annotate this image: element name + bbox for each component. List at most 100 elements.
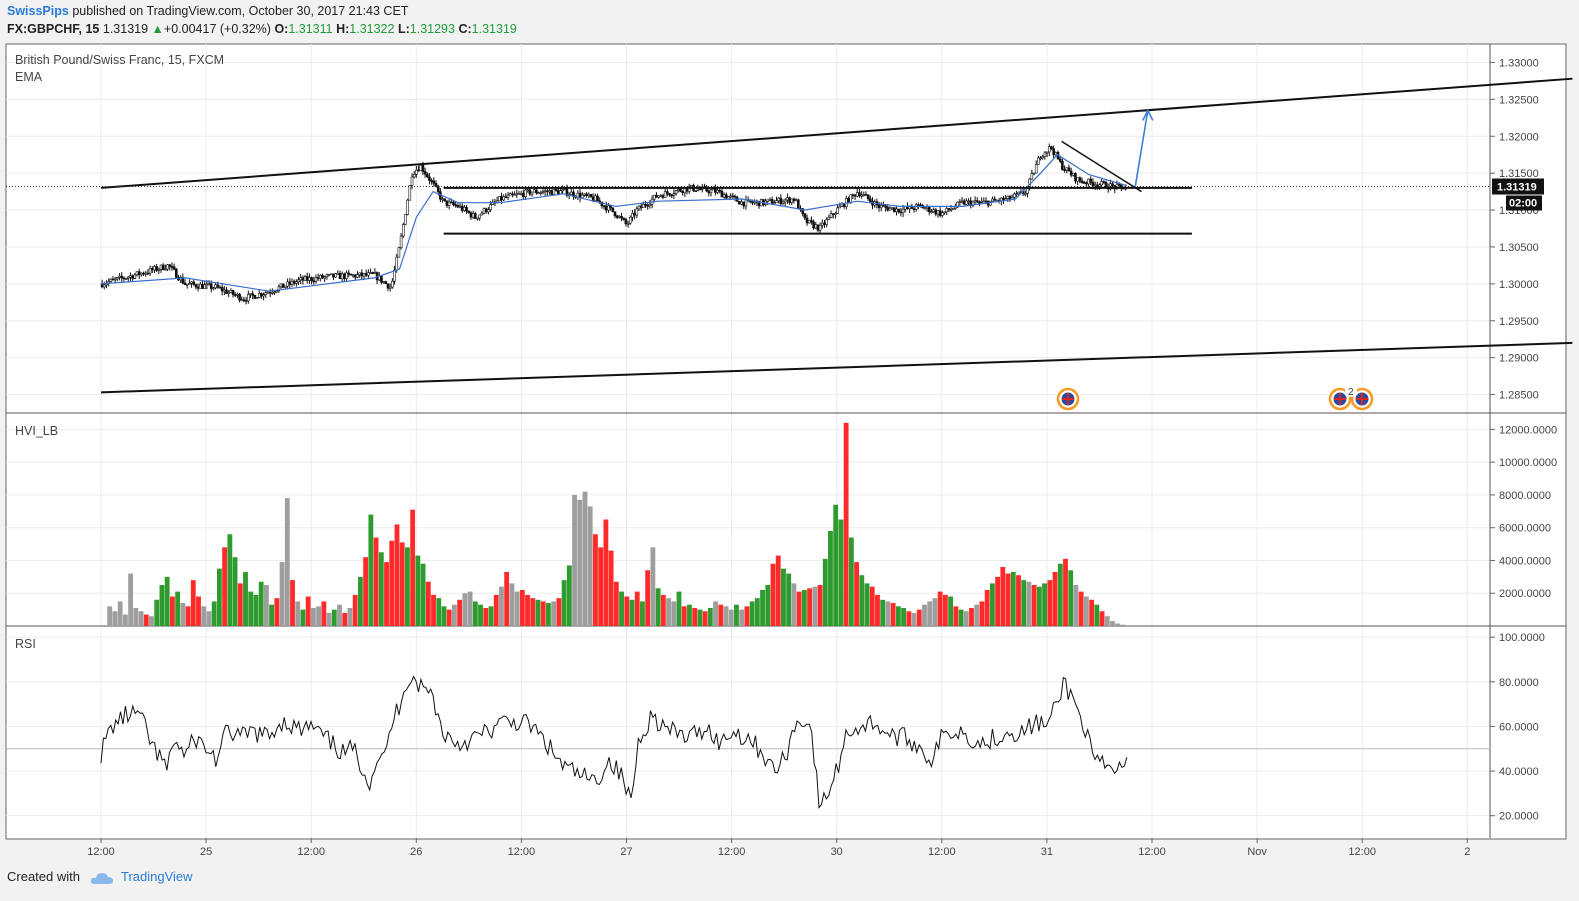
candle-body — [1039, 157, 1042, 160]
uk-event-flag-icon[interactable] — [1328, 387, 1352, 411]
volume-bar — [953, 606, 959, 626]
candle-body — [257, 293, 261, 298]
volume-bar — [1094, 604, 1100, 626]
candle-body — [818, 225, 822, 231]
breakout-arrow[interactable] — [1134, 110, 1149, 188]
volume-bar — [796, 591, 802, 626]
candle-body — [144, 272, 148, 275]
hvi-y-tick-label: 10000.0000 — [1499, 457, 1557, 469]
volume-bar — [295, 601, 301, 626]
volume-bar — [890, 603, 896, 626]
arrow-head-icon — [1142, 108, 1154, 121]
candle-body — [1087, 178, 1090, 185]
candle-body — [1102, 181, 1106, 183]
candle-body — [829, 213, 833, 218]
volume-bar — [378, 552, 384, 626]
volume-bar — [117, 601, 123, 626]
candle-body — [312, 280, 316, 283]
up-arrow-icon: ▲ — [151, 22, 164, 36]
symbol-label[interactable]: FX:GBPCHF, 15 — [7, 22, 100, 36]
candle-body — [209, 283, 213, 289]
volume-bar — [472, 601, 478, 626]
author-link[interactable]: SwissPips — [7, 4, 69, 18]
candle-body — [543, 190, 547, 193]
rsi-line[interactable] — [100, 675, 1128, 809]
candle-body — [556, 190, 560, 195]
candle-body — [480, 212, 484, 216]
candle-body — [1032, 172, 1036, 175]
candle-body — [367, 272, 370, 276]
wedge-line[interactable] — [1061, 140, 1142, 193]
rsi-pane-title[interactable]: RSI — [15, 637, 36, 651]
volume-bar — [269, 604, 275, 626]
candle-body — [821, 222, 824, 226]
volume-bar — [232, 557, 238, 626]
uk-event-flag-icon[interactable] — [1350, 387, 1374, 411]
price-pane[interactable]: 2 — [6, 77, 1573, 411]
candle-body — [116, 277, 119, 280]
volume-bar — [587, 506, 593, 626]
candle-body — [973, 200, 977, 203]
hvi-pane-title[interactable]: HVI_LB — [15, 424, 58, 438]
candle-body — [380, 275, 383, 283]
candle-body — [932, 209, 935, 212]
volume-bar — [530, 598, 536, 626]
candle-body — [532, 189, 536, 193]
candle-body — [157, 268, 161, 271]
candle-body — [364, 273, 368, 276]
candle-body — [353, 274, 357, 278]
candle-body — [323, 276, 327, 279]
candle-body — [170, 266, 174, 268]
candle-body — [212, 287, 215, 290]
volume-bar — [352, 594, 358, 626]
candle-body — [290, 280, 294, 285]
uk-event-flag-icon[interactable] — [1056, 387, 1080, 411]
volume-bar — [807, 588, 812, 626]
candle-body — [742, 201, 746, 207]
candle-body — [635, 208, 639, 216]
volume-bar — [112, 611, 118, 626]
hvi-y-tick-label: 2000.0000 — [1499, 588, 1551, 600]
candle-body — [546, 190, 549, 193]
volume-bar — [937, 591, 943, 626]
upper-channel-line[interactable] — [100, 77, 1573, 189]
candle-body — [1072, 172, 1075, 176]
volume-bar — [822, 558, 828, 626]
candle-body — [884, 205, 887, 208]
candle-body — [236, 293, 239, 296]
candle-body — [214, 284, 217, 289]
candle-body — [951, 208, 955, 210]
candle-body — [923, 207, 927, 210]
candle-body — [190, 281, 193, 284]
candle-body — [797, 199, 800, 210]
hvi-pane[interactable] — [107, 422, 1131, 626]
candle-body — [899, 211, 903, 214]
volume-bar — [608, 550, 614, 626]
rsi-pane[interactable] — [6, 675, 1490, 809]
candle-body — [316, 277, 320, 279]
tradingview-link[interactable]: TradingView — [121, 869, 193, 884]
candle-body — [901, 208, 905, 214]
price-y-tick-label: 1.30500 — [1499, 242, 1539, 254]
volume-bar — [702, 611, 708, 626]
lower-channel-line[interactable] — [100, 341, 1573, 394]
ema-line[interactable] — [100, 153, 1127, 292]
candle-body — [443, 198, 447, 202]
candle-body — [120, 275, 124, 279]
volume-bar — [540, 601, 546, 626]
volume-bar — [457, 599, 463, 626]
candle-body — [242, 299, 246, 302]
volume-bar — [546, 603, 551, 626]
candle-body — [164, 268, 167, 271]
x-tick-label: 31 — [1041, 846, 1053, 858]
volume-bar — [645, 570, 651, 626]
rsi-y-tick-label: 60.0000 — [1499, 721, 1539, 733]
candle-body — [373, 272, 377, 274]
candle-body — [537, 192, 540, 195]
volume-bar — [650, 547, 656, 626]
ema-indicator-label[interactable]: EMA — [15, 70, 43, 84]
volume-bar — [707, 607, 713, 626]
x-tick-label: 26 — [410, 846, 422, 858]
candle-body — [967, 200, 970, 203]
